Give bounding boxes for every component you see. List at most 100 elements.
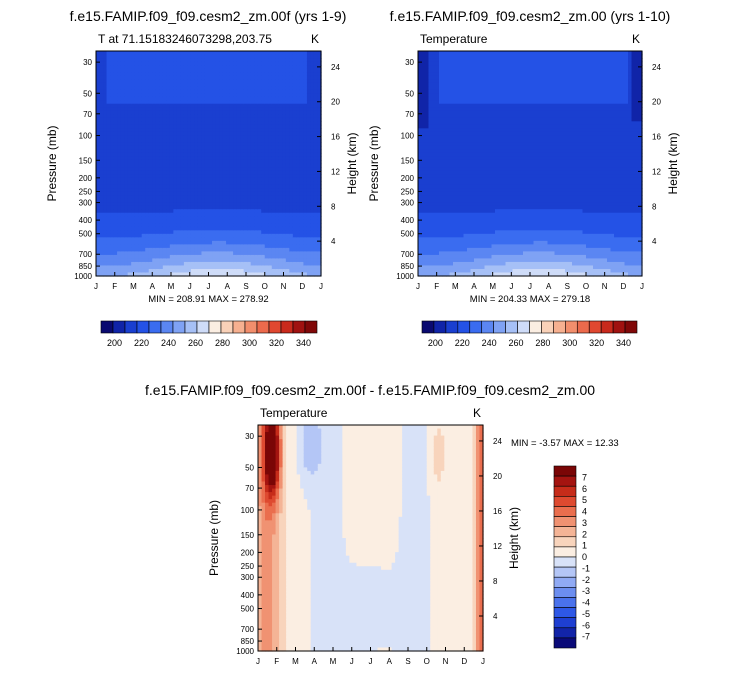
contour-cell	[180, 79, 185, 84]
contour-cell	[222, 216, 227, 221]
contour-cell	[296, 258, 301, 263]
contour-cell	[247, 230, 252, 235]
contour-cell	[141, 68, 146, 73]
contour-cell	[306, 230, 312, 235]
contour-cell	[141, 72, 146, 77]
contour-cell	[173, 121, 178, 126]
contour-cell	[212, 247, 217, 252]
contour-cell	[250, 233, 255, 238]
contour-cell	[173, 128, 178, 133]
contour-cell	[243, 191, 248, 196]
contour-cell	[120, 174, 125, 179]
contour-cell	[159, 219, 164, 224]
contour-cell	[194, 251, 199, 256]
contour-cell	[148, 205, 153, 210]
contour-cell	[439, 65, 444, 70]
contour-cell	[145, 177, 150, 182]
contour-cell	[190, 149, 196, 154]
contour-cell	[127, 258, 132, 263]
contour-cell	[418, 237, 423, 242]
contour-cell	[194, 54, 199, 59]
contour-cell	[442, 174, 447, 179]
contour-cell	[446, 216, 451, 221]
contour-cell	[453, 244, 458, 249]
contour-cell	[282, 272, 287, 277]
contour-cell	[254, 212, 259, 217]
contour-cell	[296, 135, 301, 140]
contour-cell	[113, 96, 118, 101]
contour-cell	[303, 258, 308, 263]
contour-cell	[303, 93, 308, 98]
contour-cell	[197, 61, 203, 66]
contour-cell	[460, 107, 465, 112]
contour-cell	[148, 135, 153, 140]
contour-cell	[240, 51, 245, 56]
contour-cell	[233, 86, 238, 91]
contour-cell	[421, 184, 426, 189]
contour-cell	[303, 170, 308, 175]
contour-cell	[229, 75, 234, 80]
contour-cell	[418, 205, 423, 210]
contour-cell	[106, 202, 111, 207]
contour-cell	[201, 114, 206, 119]
contour-cell	[425, 72, 430, 77]
contour-cell	[96, 184, 101, 189]
contour-cell	[197, 216, 203, 221]
contour-cell	[240, 237, 245, 242]
contour-cell	[296, 100, 301, 105]
contour-cell	[299, 244, 305, 249]
contour-cell	[428, 240, 433, 245]
contour-cell	[215, 205, 220, 210]
contour-cell	[282, 131, 287, 136]
contour-cell	[243, 240, 248, 245]
contour-cell	[152, 61, 157, 66]
contour-cell	[197, 54, 203, 59]
contour-cell	[446, 51, 451, 56]
contour-cell	[306, 145, 312, 151]
contour-cell	[240, 198, 245, 203]
contour-cell	[131, 159, 136, 165]
contour-cell	[257, 202, 262, 207]
contour-cell	[240, 167, 245, 172]
contour-cell	[148, 268, 153, 274]
contour-cell	[124, 223, 129, 228]
contour-cell	[275, 223, 280, 228]
contour-cell	[222, 96, 227, 101]
contour-cell	[257, 142, 262, 147]
contour-cell	[236, 107, 241, 112]
contour-cell	[113, 212, 118, 217]
contour-cell	[303, 128, 308, 133]
contour-cell	[243, 100, 248, 105]
contour-cell	[134, 174, 139, 179]
contour-cell	[275, 181, 280, 186]
contour-cell	[120, 198, 125, 203]
contour-cell	[257, 212, 262, 217]
contour-cell	[449, 202, 454, 207]
contour-cell	[219, 79, 224, 84]
contour-cell	[257, 110, 262, 115]
contour-cell	[275, 89, 280, 94]
contour-cell	[99, 114, 104, 119]
contour-cell	[275, 72, 280, 77]
x-tick-label: A	[150, 282, 156, 291]
contour-cell	[254, 149, 259, 154]
contour-cell	[183, 202, 189, 207]
contour-cell	[261, 114, 266, 119]
contour-cell	[176, 114, 181, 119]
contour-cell	[183, 93, 189, 98]
contour-cell	[103, 58, 108, 63]
contour-cell	[425, 268, 430, 274]
contour-cell	[418, 258, 423, 263]
contour-cell	[446, 181, 451, 186]
contour-cell	[197, 138, 203, 144]
contour-cell	[169, 93, 174, 98]
contour-cell	[271, 159, 276, 165]
contour-cell	[236, 212, 241, 217]
contour-cell	[229, 152, 234, 158]
contour-cell	[117, 72, 122, 77]
contour-cell	[240, 79, 245, 84]
contour-cell	[183, 240, 189, 245]
contour-cell	[313, 244, 319, 249]
contour-cell	[306, 195, 312, 200]
contour-cell	[456, 181, 461, 186]
